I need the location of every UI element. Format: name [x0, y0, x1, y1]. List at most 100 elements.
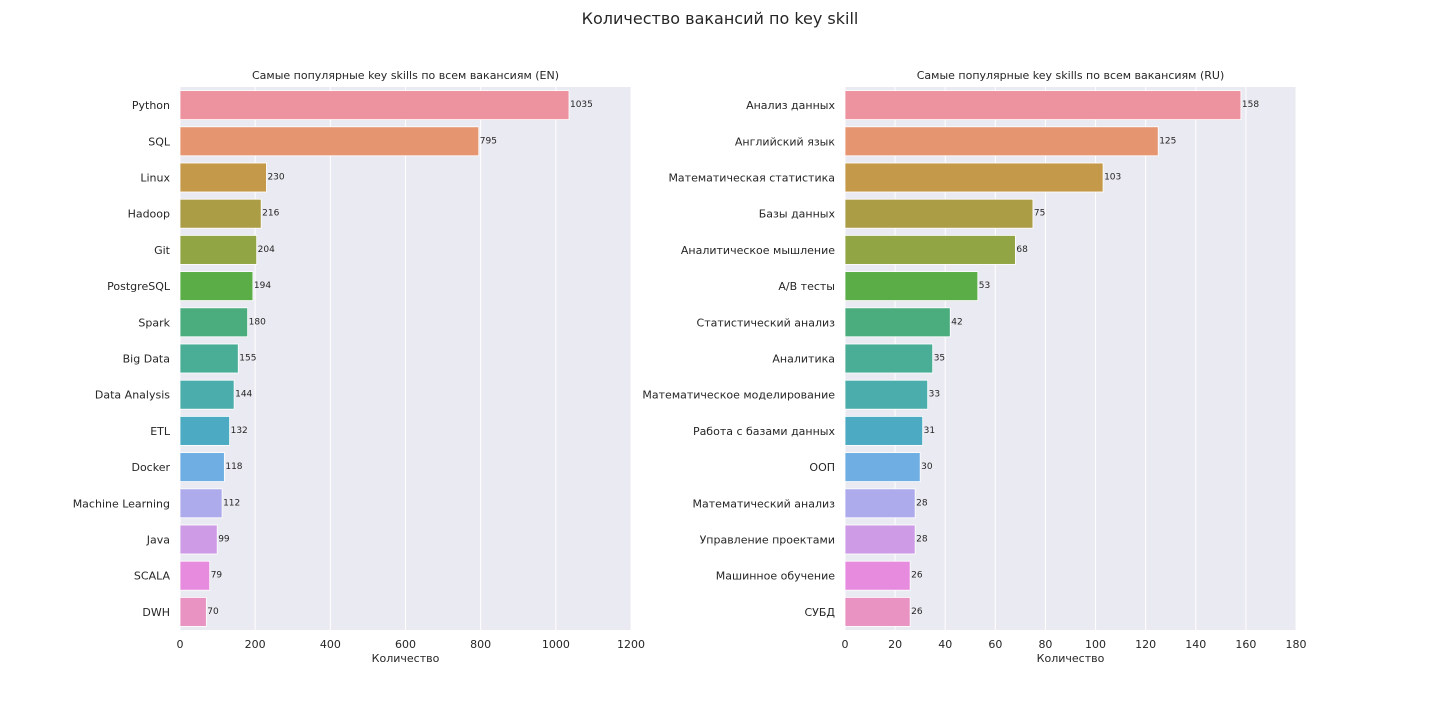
data-label: 33: [929, 390, 940, 400]
bar: [179, 524, 218, 555]
data-label: 26: [911, 607, 923, 617]
data-label: 118: [225, 462, 242, 472]
data-label: 30: [921, 462, 933, 472]
bar: [844, 198, 1034, 229]
data-label: 68: [1016, 245, 1028, 255]
data-label: 230: [267, 173, 284, 183]
y-tick-label: DWH: [142, 606, 170, 619]
bar: [179, 452, 225, 482]
y-tick-label: Математическое моделирование: [642, 389, 835, 402]
y-tick-label: PostgreSQL: [107, 280, 171, 293]
data-label: 53: [979, 281, 990, 291]
y-tick-label: Hadoop: [128, 208, 170, 221]
bar: [844, 488, 916, 519]
bar: [844, 235, 1016, 265]
data-label: 103: [1104, 173, 1121, 183]
x-tick-label: 160: [1235, 638, 1256, 651]
bar: [844, 343, 934, 374]
bar: [844, 162, 1104, 193]
bar: [179, 488, 223, 519]
bar: [179, 90, 570, 120]
y-tick-label: Big Data: [123, 353, 170, 366]
x-axis-label: Количество: [1037, 652, 1105, 665]
y-tick-label: Java: [146, 534, 170, 547]
data-label: 204: [258, 245, 275, 255]
x-tick-label: 1000: [542, 638, 570, 651]
x-tick-label: 400: [320, 638, 341, 651]
y-tick-label: Анализ данных: [746, 99, 835, 112]
y-tick-label: Docker: [131, 461, 170, 474]
x-tick-label: 0: [842, 638, 849, 651]
x-tick-label: 1200: [617, 638, 645, 651]
bar: [179, 162, 267, 193]
y-tick-label: SCALA: [134, 570, 171, 583]
data-label: 1035: [570, 100, 593, 110]
bar: [844, 126, 1159, 157]
data-label: 132: [231, 426, 248, 436]
y-tick-label: Управление проектами: [700, 534, 835, 547]
data-label: 26: [911, 571, 923, 581]
y-tick-label: Английский язык: [735, 135, 835, 148]
plot-title: Самые популярные key skills по всем вака…: [917, 69, 1225, 82]
y-tick-label: Linux: [140, 172, 170, 185]
figure-title: Количество вакансий по key skill: [581, 9, 859, 28]
y-tick-label: Математическая статистика: [668, 172, 835, 185]
y-tick-label: Аналитика: [772, 353, 835, 366]
data-label: 112: [223, 498, 240, 508]
y-tick-label: ООП: [809, 461, 835, 474]
x-tick-label: 100: [1085, 638, 1106, 651]
x-tick-label: 0: [177, 638, 184, 651]
y-tick-label: Машинное обучение: [716, 570, 835, 583]
data-label: 99: [218, 535, 230, 545]
bar: [844, 416, 924, 446]
bar: [844, 452, 921, 482]
bar: [179, 560, 211, 591]
chart-panel-ru: 0 20 40 60 80 100 120 140 160 180 Самые популярные…: [642, 69, 1306, 665]
y-tick-label: Аналитическое мышление: [681, 244, 835, 257]
data-label: 125: [1159, 136, 1176, 146]
bar: [179, 235, 258, 265]
x-tick-label: 120: [1135, 638, 1156, 651]
y-tick-label: Data Analysis: [95, 389, 170, 402]
y-tick-label: Machine Learning: [73, 497, 170, 510]
x-tick-label: 60: [988, 638, 1002, 651]
data-label: 28: [916, 535, 928, 545]
x-tick-label: 80: [1038, 638, 1052, 651]
bar: [179, 271, 254, 301]
x-tick-label: 180: [1286, 638, 1307, 651]
data-label: 70: [207, 607, 219, 617]
bar: [844, 560, 911, 591]
chart-panel-en: 0 200 400 600 800 1000 1200 Самые популярные ke…: [73, 69, 645, 665]
bar: [844, 90, 1242, 120]
bar: [844, 307, 951, 338]
bar: [179, 198, 262, 229]
y-tick-label: Базы данных: [759, 208, 836, 221]
data-label: 79: [211, 571, 223, 581]
data-label: 75: [1034, 209, 1045, 219]
data-label: 144: [235, 390, 252, 400]
x-tick-label: 600: [395, 638, 416, 651]
bar: [844, 271, 979, 301]
data-label: 31: [924, 426, 935, 436]
bar: [179, 597, 207, 627]
y-tick-label: ETL: [150, 425, 171, 438]
data-label: 28: [916, 498, 928, 508]
data-label: 216: [262, 209, 279, 219]
bar: [844, 524, 916, 555]
bar: [179, 416, 231, 446]
y-tick-label: Spark: [138, 316, 170, 329]
bar: [844, 597, 911, 627]
data-label: 35: [934, 354, 945, 364]
y-tick-label: Статистический анализ: [697, 316, 836, 329]
bar: [179, 307, 249, 338]
y-tick-label: Python: [132, 99, 170, 112]
bar: [179, 379, 235, 410]
plot-title: Самые популярные key skills по всем вака…: [252, 69, 559, 82]
x-axis-label: Количество: [372, 652, 440, 665]
x-tick-label: 140: [1185, 638, 1206, 651]
bar: [179, 126, 480, 157]
bar: [844, 379, 929, 410]
y-tick-label: Git: [154, 244, 171, 257]
data-label: 158: [1242, 100, 1259, 110]
